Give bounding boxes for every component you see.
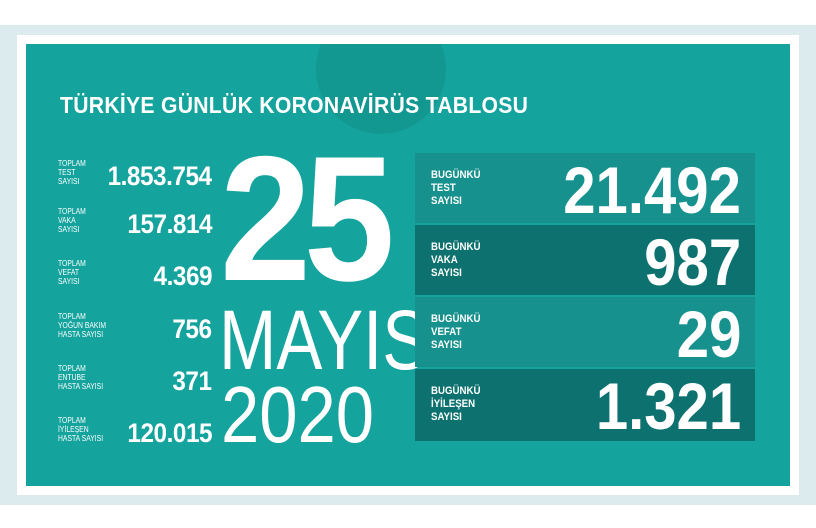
today-test: BUGÜNKÜ TEST SAYISI 21.492 xyxy=(415,153,755,227)
today-recovered: BUGÜNKÜ İYİLEŞEN SAYISI 1.321 xyxy=(415,369,755,441)
stat-label: TOPLAM ENTUBE HASTA SAYISI xyxy=(58,364,104,391)
total-cases: TOPLAM VAKA SAYISI 157.814 xyxy=(58,207,212,247)
page-title: TÜRKİYE GÜNLÜK KORONAVİRÜS TABLOSU xyxy=(60,92,529,118)
stat-value: 157.814 xyxy=(127,209,212,239)
stat-value: 371 xyxy=(172,366,213,396)
today-cases: BUGÜNKÜ VAKA SAYISI 987 xyxy=(415,225,755,299)
row-value: 987 xyxy=(644,225,741,299)
stat-label: TOPLAM İYİLEŞEN HASTA SAYISI xyxy=(58,416,104,443)
stat-value: 1.853.754 xyxy=(107,161,213,191)
stat-value: 756 xyxy=(172,314,213,344)
stat-value: 4.369 xyxy=(153,261,212,291)
row-value: 21.492 xyxy=(563,153,741,227)
row-label: BUGÜNKÜ İYİLEŞEN SAYISI xyxy=(431,385,481,423)
total-intubated: TOPLAM ENTUBE HASTA SAYISI 371 xyxy=(58,364,212,404)
total-icu: TOPLAM YOĞUN BAKIM HASTA SAYISI 756 xyxy=(58,312,212,352)
today-deaths: BUGÜNKÜ VEFAT SAYISI 29 xyxy=(415,297,755,371)
row-label: BUGÜNKÜ VAKA SAYISI xyxy=(431,241,481,279)
stat-label: TOPLAM VAKA SAYISI xyxy=(58,207,86,234)
total-deaths: TOPLAM VEFAT SAYISI 4.369 xyxy=(58,259,212,299)
row-value: 29 xyxy=(676,297,741,371)
row-label: BUGÜNKÜ TEST SAYISI xyxy=(431,169,481,207)
date-month: MAYIS xyxy=(219,293,429,387)
date-year: 2020 xyxy=(221,370,375,459)
stat-label: TOPLAM TEST SAYISI xyxy=(58,159,86,186)
stat-label: TOPLAM VEFAT SAYISI xyxy=(58,259,86,286)
total-recovered: TOPLAM İYİLEŞEN HASTA SAYISI 120.015 xyxy=(58,416,212,456)
row-label: BUGÜNKÜ VEFAT SAYISI xyxy=(431,313,481,351)
stat-label: TOPLAM YOĞUN BAKIM HASTA SAYISI xyxy=(58,312,106,339)
row-value: 1.321 xyxy=(595,369,741,443)
total-test: TOPLAM TEST SAYISI 1.853.754 xyxy=(58,159,212,199)
infographic-panel: TÜRKİYE GÜNLÜK KORONAVİRÜS TABLOSU TOPLA… xyxy=(26,44,790,486)
stat-value: 120.015 xyxy=(127,418,212,448)
date-day: 25 xyxy=(220,119,395,318)
